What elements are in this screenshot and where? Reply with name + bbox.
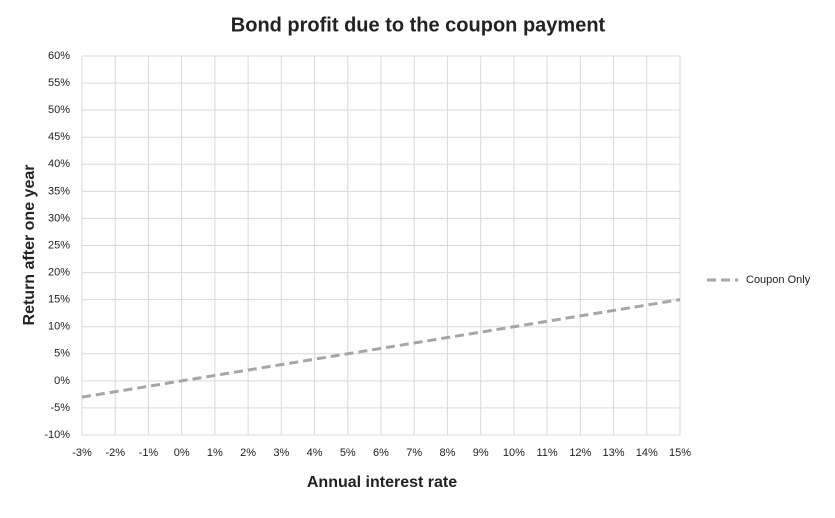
- y-tick-label: 10%: [48, 321, 70, 333]
- x-tick-label: 0%: [174, 447, 190, 459]
- x-tick-label: 14%: [636, 447, 658, 459]
- data-line: [81, 298, 681, 399]
- x-tick-label: -3%: [72, 447, 92, 459]
- x-tick-label: 1%: [207, 447, 223, 459]
- y-tick-label: 30%: [48, 212, 70, 224]
- x-axis-title: Annual interest rate: [307, 474, 457, 491]
- y-tick-label: 55%: [48, 77, 70, 89]
- y-tick-label: 5%: [54, 348, 70, 360]
- y-tick-label: 35%: [48, 185, 70, 197]
- x-tick-label: 4%: [307, 447, 323, 459]
- y-tick-label: 15%: [48, 294, 70, 306]
- x-tick-label: -2%: [105, 447, 125, 459]
- y-tick-label: -5%: [50, 402, 70, 414]
- x-tick-label: 9%: [473, 447, 489, 459]
- legend-label: Coupon Only: [746, 274, 811, 286]
- y-tick-label: 60%: [48, 50, 70, 62]
- y-tick-label: 20%: [48, 266, 70, 278]
- x-tick-label: 8%: [439, 447, 455, 459]
- y-tick-label: 45%: [48, 131, 70, 143]
- x-tick-label: 2%: [240, 447, 256, 459]
- y-tick-label: 50%: [48, 104, 70, 116]
- chart-title: Bond profit due to the coupon payment: [231, 14, 606, 36]
- x-tick-label: 13%: [603, 447, 625, 459]
- x-tick-label: 5%: [340, 447, 356, 459]
- y-axis-title: Return after one year: [21, 165, 38, 326]
- x-tick-label: 6%: [373, 447, 389, 459]
- x-tick-label: -1%: [139, 447, 159, 459]
- y-tick-label: 25%: [48, 239, 70, 251]
- y-tick-label: 40%: [48, 158, 70, 170]
- x-tick-label: 11%: [537, 447, 558, 459]
- y-tick-label: 0%: [54, 375, 70, 387]
- x-tick-label: 7%: [406, 447, 422, 459]
- x-tick-label: 15%: [669, 447, 691, 459]
- x-tick-label: 3%: [273, 447, 289, 459]
- x-tick-label: 12%: [569, 447, 591, 459]
- y-tick-label: -10%: [44, 429, 70, 441]
- x-tick-label: 10%: [503, 447, 525, 459]
